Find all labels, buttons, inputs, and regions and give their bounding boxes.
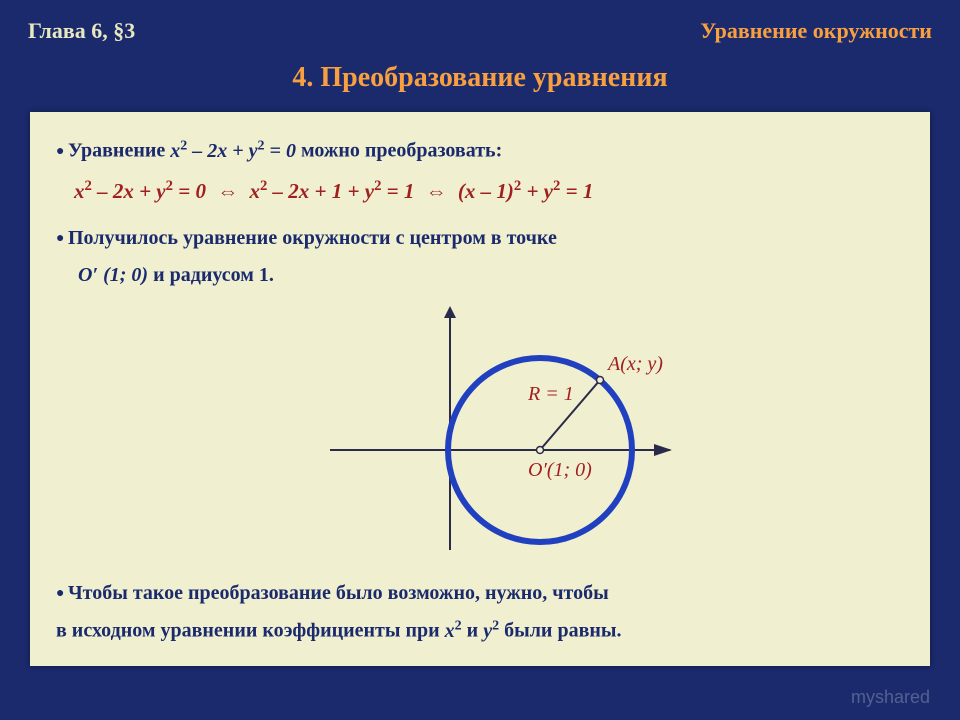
diagram-svg: R = 1 A(x; y) O′(1; 0) (270, 300, 690, 560)
radius-text: и радиусом 1. (148, 264, 274, 286)
topic-label: Уравнение окружности (700, 18, 932, 44)
y-axis-arrow (444, 306, 456, 318)
content-box: Уравнение x2 – 2x + y2 = 0 можно преобра… (30, 112, 930, 666)
label-a: A(x; y) (606, 353, 663, 375)
intro-prefix: Уравнение (68, 140, 170, 162)
eq-step-2: x2 – 2x + 1 + y2 = 1 (249, 179, 414, 203)
intro-eq: x2 – 2x + y2 = 0 (170, 140, 296, 162)
center-dot (537, 447, 544, 454)
equation-row: x2 – 2x + y2 = 0 ⇔ x2 – 2x + 1 + y2 = 1 … (74, 176, 904, 206)
circle-diagram: R = 1 A(x; y) O′(1; 0) (56, 300, 904, 569)
iff-icon: ⇔ (217, 176, 238, 206)
result-line-2: O′ (1; 0) и радиусом 1. (78, 261, 904, 290)
point-a-dot (597, 377, 604, 384)
footer-line-1: Чтобы такое преобразование было возможно… (56, 579, 904, 608)
watermark: myshared (851, 687, 930, 708)
footer-y2: y2 (483, 620, 499, 642)
label-r: R = 1 (527, 383, 574, 405)
footer-c: и (462, 620, 484, 642)
eq-step-1: x2 – 2x + y2 = 0 (74, 179, 206, 203)
eq-step-3: (x – 1)2 + y2 = 1 (458, 179, 593, 203)
iff-icon: ⇔ (426, 176, 447, 206)
intro-suffix: можно преобразовать: (296, 140, 502, 162)
label-o: O′(1; 0) (528, 459, 592, 481)
footer-a: в исходном уравнении коэффициенты при (56, 620, 445, 642)
result-line-1: Получилось уравнение окружности с центро… (56, 224, 904, 253)
footer-x2: x2 (445, 620, 462, 642)
intro-line: Уравнение x2 – 2x + y2 = 0 можно преобра… (56, 136, 904, 166)
center-point: O′ (1; 0) (78, 264, 148, 286)
chapter-label: Глава 6, §3 (28, 18, 135, 44)
footer-line-2: в исходном уравнении коэффициенты при x2… (56, 616, 904, 646)
footer-e: были равны. (499, 620, 621, 642)
section-title: 4. Преобразование уравнения (0, 62, 960, 94)
